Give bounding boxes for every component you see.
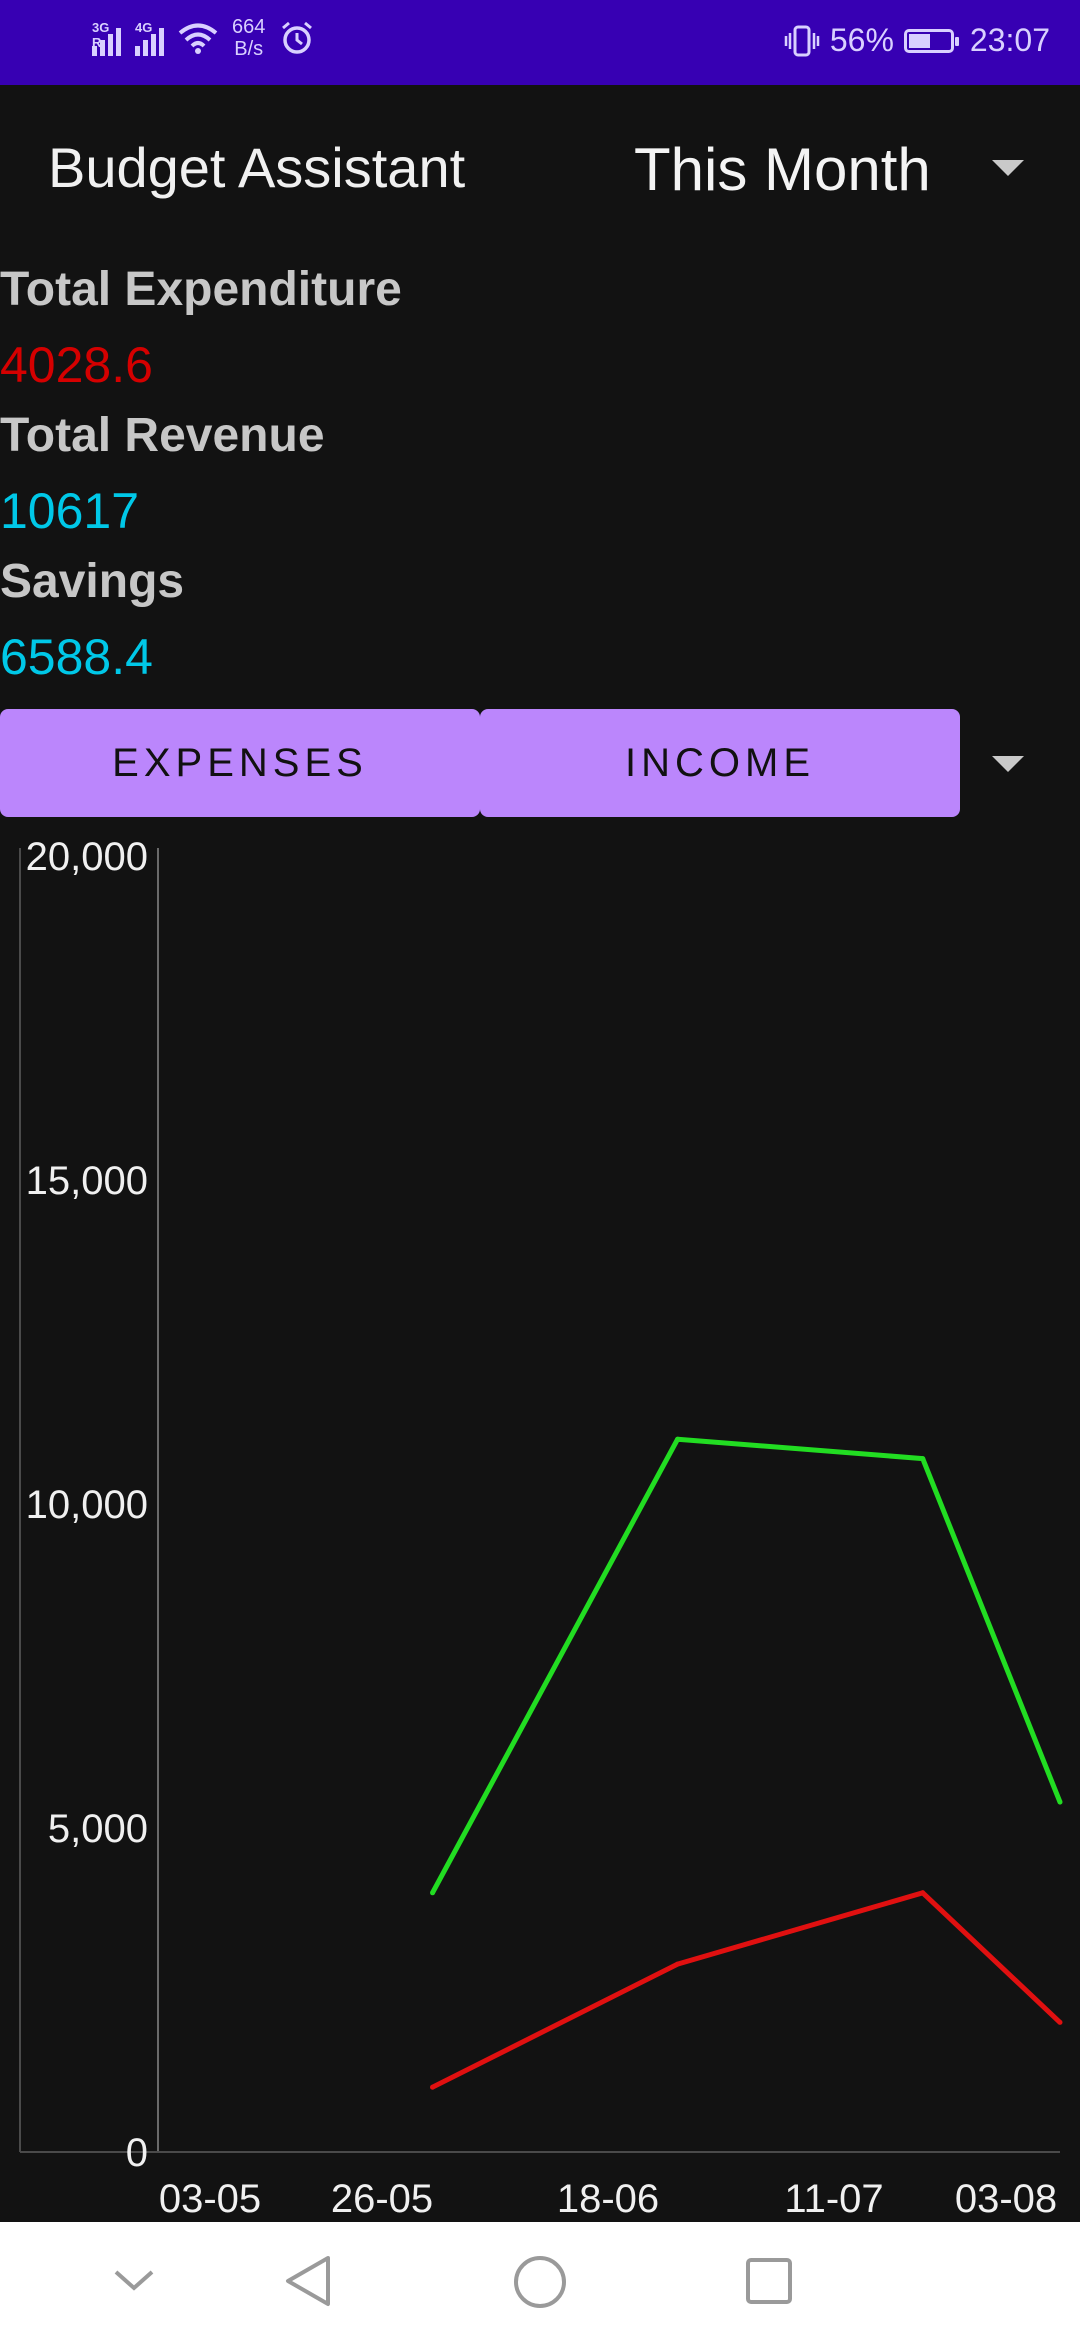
- status-bar: 3G R 4G 664 B/s 56% 23:07: [0, 0, 1080, 85]
- data-point: [1057, 1799, 1063, 1805]
- network-type-label: 4G: [135, 20, 153, 35]
- savings-label: Savings: [0, 555, 185, 608]
- period-select[interactable]: This Month: [634, 136, 931, 203]
- net-speed: 664 B/s: [232, 16, 265, 60]
- data-point: [675, 1436, 681, 1442]
- back-icon[interactable]: [282, 2254, 334, 2308]
- expenditure-value: 4028.6: [0, 337, 153, 393]
- series-line-0: [430, 1436, 1063, 1894]
- y-tick-label: 15,000: [26, 1159, 148, 1203]
- data-point: [920, 1456, 926, 1462]
- status-right: 56% 23:07: [784, 22, 1050, 59]
- network-type-label: 3G R: [92, 20, 110, 50]
- x-tick-label: 03-08: [955, 2177, 1057, 2220]
- app-title: Budget Assistant: [48, 136, 466, 199]
- wifi-icon: [178, 23, 218, 54]
- chevron-down-icon[interactable]: [112, 2266, 156, 2296]
- x-tick-label: 18-06: [557, 2177, 659, 2220]
- x-tick-label: 03-05: [159, 2177, 261, 2220]
- expenses-button[interactable]: EXPENSES: [0, 709, 480, 817]
- net-speed-value: 664: [232, 16, 266, 38]
- x-tick-label: 11-07: [784, 2177, 883, 2220]
- home-icon[interactable]: [512, 2254, 568, 2310]
- income-button[interactable]: INCOME: [480, 709, 960, 817]
- signal-icon: 3G R: [92, 20, 121, 56]
- data-point: [430, 1890, 436, 1896]
- data-point: [1057, 2019, 1063, 2025]
- alarm-icon: [282, 21, 313, 54]
- chart-type-dropdown-icon[interactable]: [992, 756, 1024, 772]
- y-tick-label: 10,000: [26, 1483, 148, 1527]
- signal-icon: 4G: [135, 20, 164, 56]
- data-point: [920, 1890, 926, 1896]
- battery-percent: 56%: [829, 22, 894, 58]
- status-left: 3G R 4G 664 B/s: [92, 16, 315, 60]
- navigation-bar: [0, 2222, 1080, 2340]
- vibrate-icon: [784, 25, 820, 56]
- expenditure-label: Total Expenditure: [0, 263, 402, 316]
- net-speed-unit: B/s: [234, 38, 264, 60]
- y-tick-label: 20,000: [26, 840, 148, 879]
- revenue-value: 10617: [0, 483, 140, 539]
- data-point: [430, 2084, 436, 2090]
- x-tick-label: 26-05: [331, 2177, 433, 2220]
- y-tick-label: 5,000: [48, 1807, 148, 1851]
- y-tick-label: 0: [126, 2131, 148, 2175]
- savings-value: 6588.4: [0, 629, 153, 685]
- line-chart: 0 5,000 10,000 15,000 20,000 03-05 26-05 18-06 1…: [19, 840, 1063, 2220]
- period-dropdown-icon[interactable]: [992, 160, 1024, 176]
- series-line-1: [431, 1890, 1062, 2090]
- revenue-label: Total Revenue: [0, 409, 325, 462]
- recents-icon[interactable]: [744, 2256, 794, 2306]
- battery-icon: [903, 28, 959, 53]
- status-time: 23:07: [969, 22, 1050, 58]
- data-point: [675, 1961, 681, 1967]
